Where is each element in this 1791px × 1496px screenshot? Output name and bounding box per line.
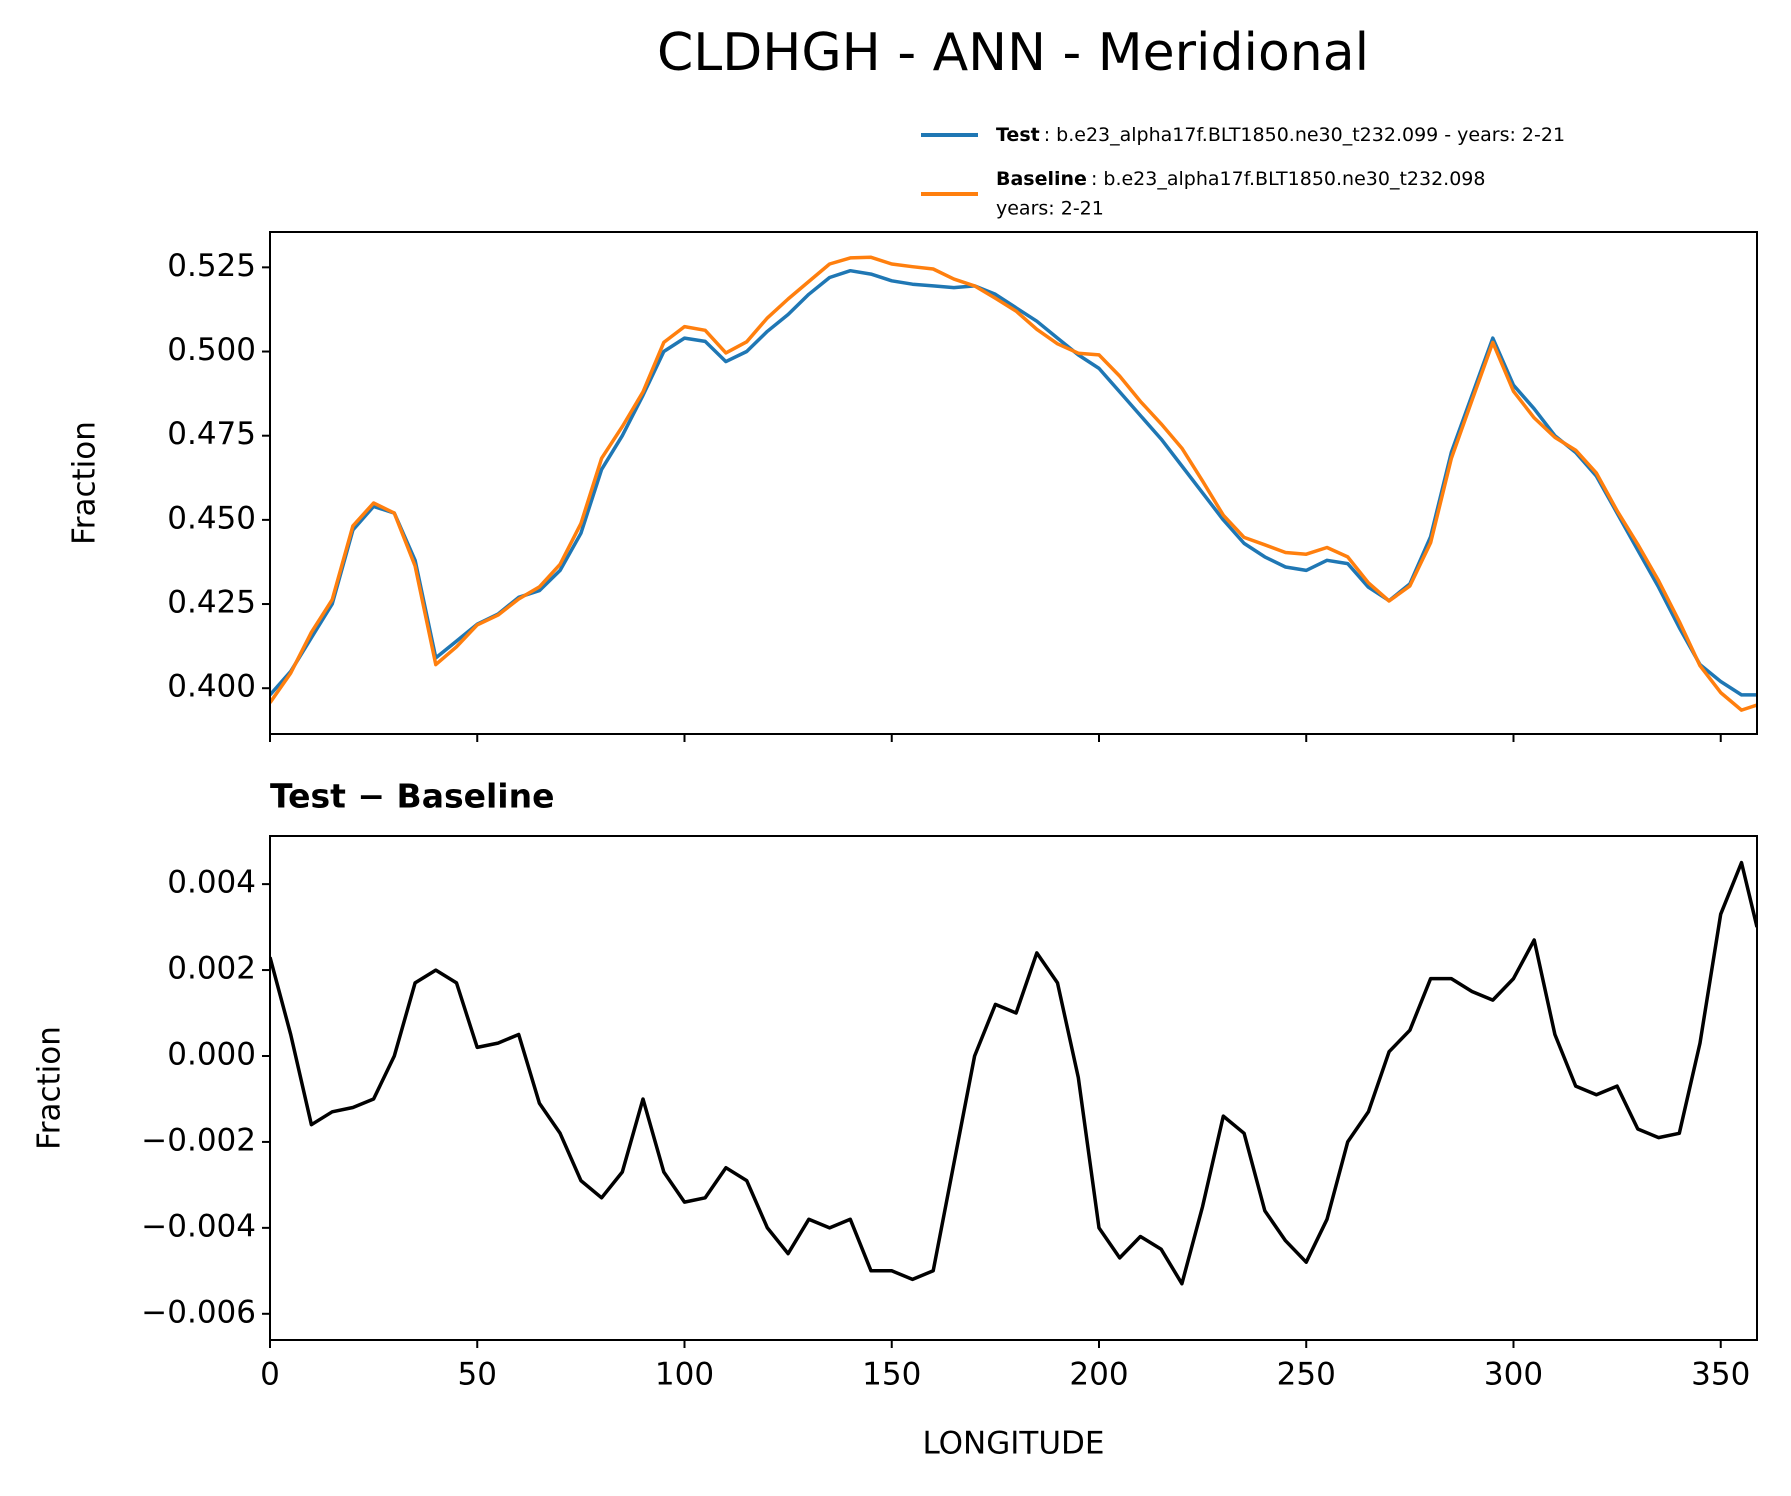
legend-text: : b.e23_alpha17f.BLT1850.ne30_t232.099 -… xyxy=(1044,124,1565,146)
y-tick-label: −0.002 xyxy=(141,1122,256,1158)
y-tick-label: 0.450 xyxy=(167,500,256,536)
y-tick-label: 0.000 xyxy=(167,1036,256,1072)
legend-text: : b.e23_alpha17f.BLT1850.ne30_t232.098 xyxy=(1091,168,1486,190)
legend-label: Baseline: b.e23_alpha17f.BLT1850.ne30_t2… xyxy=(996,168,1485,190)
y-axis-label: Fraction xyxy=(67,421,103,545)
subplot-title: Test − Baseline xyxy=(270,777,555,816)
y-tick-label: −0.004 xyxy=(141,1208,256,1244)
plot-area xyxy=(270,860,1757,1286)
axes-frame xyxy=(269,835,1758,1341)
y-tick-label: 0.425 xyxy=(167,585,256,621)
legend-label: years: 2-21 xyxy=(996,198,1104,220)
y-tick-label: −0.006 xyxy=(141,1294,256,1330)
plot-area xyxy=(270,255,1757,712)
x-tick-label: 0 xyxy=(260,1357,280,1393)
x-tick-label: 350 xyxy=(1691,1357,1750,1393)
legend-label: Test: b.e23_alpha17f.BLT1850.ne30_t232.0… xyxy=(996,124,1565,146)
series-line xyxy=(270,268,1757,697)
figure-title: CLDHGH - ANN - Meridional xyxy=(657,23,1369,83)
legend-name: Test xyxy=(996,124,1040,146)
x-tick-label: 200 xyxy=(1069,1357,1128,1393)
x-tick-label: 150 xyxy=(862,1357,921,1393)
series-line xyxy=(270,860,1757,1286)
x-tick-label: 50 xyxy=(458,1357,497,1393)
x-tick-label: 300 xyxy=(1484,1357,1543,1393)
y-tick-label: 0.500 xyxy=(167,332,256,368)
y-tick-label: 0.004 xyxy=(167,865,256,901)
y-tick-label: 0.400 xyxy=(167,669,256,705)
series-line xyxy=(270,255,1757,712)
x-tick-label: 100 xyxy=(655,1357,714,1393)
y-tick-label: 0.002 xyxy=(167,951,256,987)
legend-name: Baseline xyxy=(996,168,1087,190)
axes-frame xyxy=(269,231,1758,735)
y-tick-label: 0.525 xyxy=(167,248,256,284)
x-tick-label: 250 xyxy=(1277,1357,1336,1393)
x-axis-label: LONGITUDE xyxy=(922,1426,1104,1462)
y-axis-label: Fraction xyxy=(32,1026,68,1150)
y-tick-label: 0.475 xyxy=(167,416,256,452)
